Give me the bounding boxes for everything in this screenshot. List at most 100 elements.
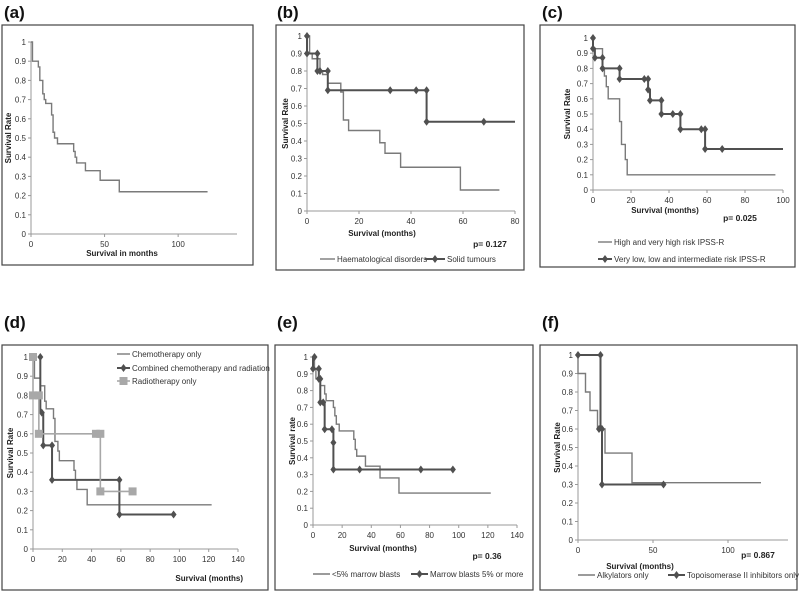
y-tick-label: 0.1 [577,171,589,180]
censor-marker [702,144,709,153]
legend-entry: Combined chemotherapy and radiation [132,364,270,373]
panel-label: (c) [542,3,563,22]
x-axis-title: Survival (months) [606,562,674,571]
censor-marker [29,353,37,361]
legend-entry: Solid tumours [447,255,496,264]
panel-e: (e) 0 0.1 0.2 0.3 0.4 0.5 0.6 0.7 0.8 0.9 1 0 20 40 60 8… [274,313,534,591]
panel-frame [275,24,525,271]
y-tick-label: 0.5 [15,134,27,143]
censor-marker [38,408,45,417]
y-tick-label: 0.2 [562,499,574,508]
x-tick-label: 40 [87,555,96,564]
x-tick-label: 50 [649,546,658,555]
x-tick-label: 100 [721,546,735,555]
y-tick-label: 0.7 [17,411,29,420]
y-tick-label: 0.6 [17,430,29,439]
y-axis-title: Survival rate [288,416,297,465]
censor-marker [597,351,604,359]
y-tick-label: 0 [24,545,29,554]
censor-marker [590,44,596,53]
censor-marker [387,86,394,95]
legend-entry: <5% marrow blasts [332,570,400,579]
p-value: p= 0.025 [723,213,757,223]
censor-marker [128,487,137,496]
series-line-f-1 [578,354,664,486]
legend-entry: Radiotherapy only [132,377,196,386]
y-tick-label: 0.7 [291,85,303,94]
y-tick-label: 0 [22,230,27,239]
x-tick-label: 60 [396,531,405,540]
y-tick-label: 0.8 [291,67,303,76]
x-tick-label: 80 [741,196,750,205]
censor-marker [660,480,667,489]
y-tick-label: 1 [569,351,574,360]
x-axis-title: Survival (months) [175,574,243,583]
censor-marker [480,117,487,126]
x-tick-label: 0 [311,531,316,540]
censor-marker [423,117,430,126]
x-tick-label: 0 [591,196,596,205]
y-tick-label: 1 [304,353,309,362]
censor-marker [116,510,123,519]
y-tick-label: 0.6 [15,115,27,124]
series-line-b-0 [307,35,500,191]
censor-marker [324,86,331,95]
censor-marker [40,441,47,450]
legend-marker [673,571,680,579]
censor-marker [37,353,44,361]
y-tick-label: 0.6 [297,420,309,429]
legend-marker [119,377,128,385]
censor-marker [315,364,322,373]
p-value: p= 0.36 [472,551,501,561]
legend-entry: Marrow blasts 5% or more [430,570,524,579]
censor-marker [658,110,665,118]
censor-marker [29,391,37,400]
censor-marker [645,75,652,84]
censor-marker [677,125,684,134]
y-tick-label: 0.5 [577,110,589,119]
censor-marker [96,429,105,438]
y-tick-label: 0 [584,186,589,195]
y-tick-label: 1 [584,34,589,43]
p-value: p= 0.127 [473,239,507,249]
y-axis-title: Survival Rate [563,88,572,139]
x-tick-label: 120 [202,555,216,564]
y-tick-label: 0.9 [562,370,574,379]
y-tick-label: 0.4 [297,454,309,463]
censor-marker [658,96,665,105]
censor-marker [590,34,596,42]
y-tick-label: 0.4 [15,153,27,162]
y-tick-label: 0.4 [291,137,303,146]
legend-marker [120,364,127,372]
censor-marker [641,75,648,84]
y-axis-title: Survival Rate [281,98,290,149]
x-tick-label: 100 [173,555,187,564]
series-line-a-0 [31,41,208,193]
x-tick-label: 80 [425,531,434,540]
panel-f: (f) 0 0.1 0.2 0.3 0.4 0.5 0.6 0.7 0.8 0.9 1 0 50 100 Su… [539,313,799,591]
y-tick-label: 0.1 [17,526,29,535]
censor-marker [647,96,653,105]
y-tick-label: 0.8 [17,391,29,400]
censor-marker [310,364,316,373]
x-axis-title: Survival in months [86,249,158,258]
panel-label: (d) [4,313,26,332]
y-tick-label: 0.2 [577,156,589,165]
y-tick-label: 0.7 [15,96,27,105]
x-tick-label: 40 [367,531,376,540]
x-tick-label: 20 [338,531,347,540]
legend-entry: Haematological disorders [337,255,427,264]
x-tick-label: 0 [576,546,581,555]
y-tick-label: 0.2 [291,172,303,181]
panel-frame [539,24,796,268]
y-tick-label: 0.8 [15,76,27,85]
x-tick-label: 60 [459,217,468,226]
censor-marker [616,64,623,73]
series-line-e-1 [312,357,453,471]
y-tick-label: 0 [304,521,309,530]
y-tick-label: 0.1 [15,211,27,220]
censor-marker [311,353,318,361]
censor-marker [702,125,709,134]
x-tick-label: 140 [231,555,245,564]
y-tick-label: 0.8 [577,64,589,73]
